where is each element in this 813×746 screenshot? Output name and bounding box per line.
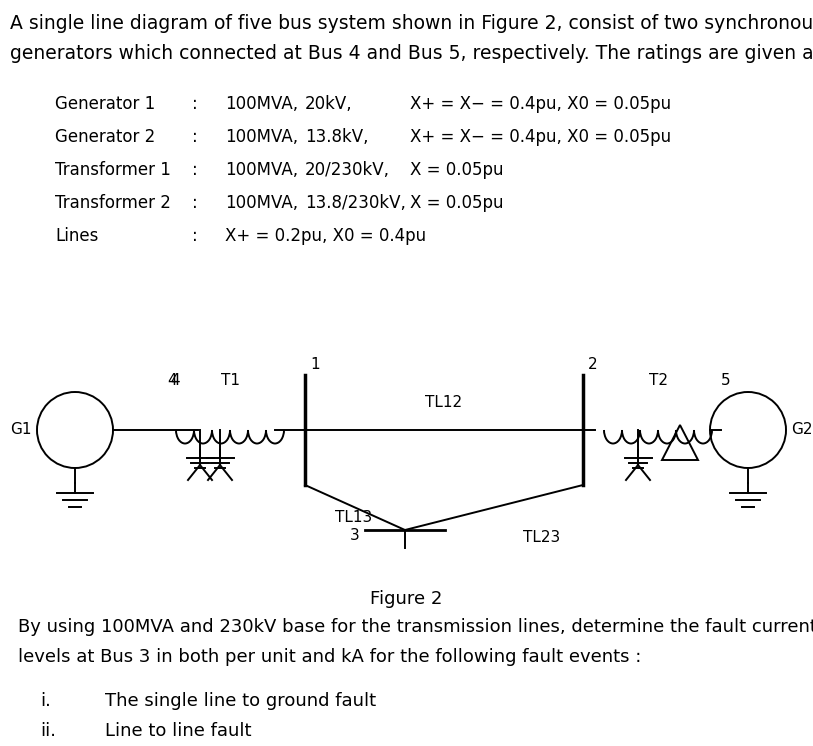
Text: 100MVA,: 100MVA, — [225, 161, 298, 179]
Text: X+ = 0.2pu, X0 = 0.4pu: X+ = 0.2pu, X0 = 0.4pu — [225, 227, 426, 245]
Text: Generator 2: Generator 2 — [55, 128, 155, 146]
Text: X = 0.05pu: X = 0.05pu — [410, 161, 503, 179]
Text: The single line to ground fault: The single line to ground fault — [105, 692, 376, 710]
Text: Generator 1: Generator 1 — [55, 95, 155, 113]
Text: i.: i. — [40, 692, 51, 710]
Text: 100MVA,: 100MVA, — [225, 194, 298, 212]
Text: X = 0.05pu: X = 0.05pu — [410, 194, 503, 212]
Text: Transformer 2: Transformer 2 — [55, 194, 171, 212]
Text: Transformer 1: Transformer 1 — [55, 161, 171, 179]
Text: X+ = X− = 0.4pu, X0 = 0.05pu: X+ = X− = 0.4pu, X0 = 0.05pu — [410, 95, 671, 113]
Text: :: : — [192, 128, 198, 146]
Text: 3: 3 — [350, 527, 360, 542]
Text: 13.8kV,: 13.8kV, — [305, 128, 368, 146]
Text: 2: 2 — [588, 357, 598, 372]
Text: A single line diagram of five bus system shown in Figure 2, consist of two synch: A single line diagram of five bus system… — [10, 14, 813, 33]
Text: X+ = X− = 0.4pu, X0 = 0.05pu: X+ = X− = 0.4pu, X0 = 0.05pu — [410, 128, 671, 146]
Text: G2: G2 — [791, 422, 812, 437]
Text: 13.8/230kV,: 13.8/230kV, — [305, 194, 406, 212]
Text: TL23: TL23 — [523, 530, 560, 545]
Text: TL12: TL12 — [425, 395, 463, 410]
Text: T1: T1 — [220, 373, 240, 388]
Text: G1: G1 — [11, 422, 32, 437]
Text: :: : — [192, 227, 198, 245]
Text: ii.: ii. — [40, 722, 56, 740]
Text: T2: T2 — [649, 373, 667, 388]
Text: 100MVA,: 100MVA, — [225, 95, 298, 113]
Text: :: : — [192, 194, 198, 212]
Text: 4: 4 — [167, 373, 176, 388]
Text: 20kV,: 20kV, — [305, 95, 353, 113]
Text: :: : — [192, 95, 198, 113]
Text: 20/230kV,: 20/230kV, — [305, 161, 390, 179]
Text: 100MVA,: 100MVA, — [225, 128, 298, 146]
Text: levels at Bus 3 in both per unit and kA for the following fault events :: levels at Bus 3 in both per unit and kA … — [18, 648, 641, 666]
Text: :: : — [192, 161, 198, 179]
Text: By using 100MVA and 230kV base for the transmission lines, determine the fault c: By using 100MVA and 230kV base for the t… — [18, 618, 813, 636]
Text: generators which connected at Bus 4 and Bus 5, respectively. The ratings are giv: generators which connected at Bus 4 and … — [10, 44, 813, 63]
Text: 5: 5 — [721, 373, 731, 388]
Text: TL13: TL13 — [335, 510, 372, 525]
Text: Line to line fault: Line to line fault — [105, 722, 251, 740]
Text: Figure 2: Figure 2 — [370, 590, 442, 608]
Text: 4: 4 — [170, 373, 180, 388]
Text: 1: 1 — [310, 357, 320, 372]
Text: Lines: Lines — [55, 227, 98, 245]
